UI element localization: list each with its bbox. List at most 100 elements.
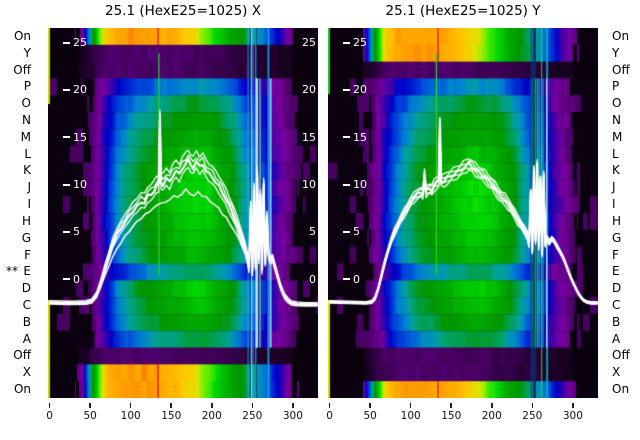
- row-label-right-14: E: [612, 264, 620, 279]
- row-label-right-16: C: [612, 298, 621, 312]
- ytick-label-left-p1-2: 15: [353, 130, 367, 144]
- panel-x-title: 25.1 (HexE25=1025) X: [104, 3, 261, 19]
- ytick-dash-left-p0-3: [63, 183, 70, 186]
- row-label-left-6: M: [20, 129, 31, 144]
- ytick-label-right-p0-5: 0: [309, 272, 316, 286]
- row-label-right-10: I: [612, 197, 616, 212]
- ytick-dash-left-p1-2: [343, 136, 350, 139]
- row-label-left-1: Y: [23, 45, 31, 60]
- xtick-dash-p1-1: [369, 403, 371, 408]
- xtick-label-p1-0: 0: [326, 410, 333, 422]
- ytick-dash-left-p0-2: [63, 136, 70, 139]
- row-label-left-15: D: [21, 281, 31, 296]
- row-label-left-12: G: [21, 230, 31, 245]
- panel-y-heatmap[interactable]: [328, 28, 598, 398]
- row-label-left-7: L: [24, 146, 31, 161]
- ytick-label-left-p0-3: 10: [73, 178, 87, 192]
- xtick-label-p1-4: 200: [481, 410, 502, 422]
- ytick-label-left-p1-0: 25: [353, 36, 367, 50]
- ytick-label-left-p0-5: 0: [73, 272, 80, 286]
- ytick-dash-left-p1-4: [343, 230, 350, 233]
- ytick-dash-left-p0-5: [63, 278, 70, 281]
- row-label-left-20: X: [22, 365, 31, 380]
- row-label-right-13: F: [612, 247, 619, 262]
- row-label-right-18: A: [612, 331, 621, 346]
- row-label-left-5: N: [22, 113, 31, 127]
- row-label-right-9: J: [612, 180, 616, 195]
- panel-x-heatmap[interactable]: [48, 28, 318, 398]
- row-label-left-16: C: [22, 298, 31, 312]
- row-label-right-12: G: [612, 230, 622, 245]
- ytick-dash-left-p1-5: [343, 278, 350, 281]
- xtick-label-p1-6: 300: [562, 410, 583, 422]
- row-label-right-17: B: [612, 314, 621, 329]
- xtick-label-p0-0: 0: [46, 410, 53, 422]
- row-label-left-19: Off: [13, 348, 31, 363]
- panel-y-title: 25.1 (HexE25=1025) Y: [385, 3, 541, 19]
- ytick-label-right-p0-1: 20: [302, 83, 316, 97]
- ytick-label-left-p1-5: 0: [353, 272, 360, 286]
- xtick-label-p0-2: 100: [120, 410, 141, 422]
- row-label-right-8: K: [612, 163, 620, 178]
- row-label-left-9: J: [27, 180, 31, 195]
- ytick-label-left-p0-0: 25: [73, 36, 87, 50]
- ytick-label-right-p0-3: 10: [302, 178, 316, 192]
- ytick-label-left-p0-4: 5: [73, 225, 80, 239]
- xtick-label-p0-5: 250: [242, 410, 263, 422]
- xtick-dash-p0-2: [129, 403, 132, 408]
- ytick-dash-left-p1-1: [343, 88, 350, 91]
- ytick-dash-left-p0-0: [63, 41, 70, 44]
- row-label-right-7: L: [612, 146, 619, 161]
- row-label-right-0: On: [612, 28, 630, 43]
- row-label-left-0: On: [13, 28, 31, 43]
- xtick-label-p1-2: 100: [400, 410, 421, 422]
- xtick-label-p1-5: 250: [522, 410, 543, 422]
- row-label-right-4: O: [612, 96, 622, 111]
- ytick-label-left-p0-2: 15: [73, 130, 87, 144]
- row-label-right-11: H: [612, 213, 622, 228]
- xtick-dash-p1-4: [491, 403, 493, 408]
- ytick-dash-left-p0-1: [63, 88, 70, 91]
- ytick-label-right-p0-0: 25: [302, 36, 316, 50]
- ytick-label-left-p1-3: 10: [353, 178, 367, 192]
- ytick-label-right-p0-2: 15: [302, 130, 316, 144]
- xtick-dash-p0-4: [211, 403, 213, 408]
- ytick-label-left-p1-4: 5: [353, 225, 360, 239]
- row-label-right-19: Off: [612, 348, 630, 363]
- row-label-left-14: E: [23, 264, 31, 279]
- row-label-left-18: A: [22, 331, 31, 346]
- ytick-label-left-p1-1: 20: [353, 83, 367, 97]
- row-label-left-2: Off: [13, 62, 31, 77]
- xtick-label-p0-6: 300: [282, 410, 303, 422]
- ytick-dash-left-p1-0: [343, 41, 350, 44]
- xtick-dash-p0-6: [292, 403, 294, 408]
- xtick-dash-p0-5: [251, 403, 254, 408]
- row-label-left-11: H: [21, 213, 31, 228]
- xtick-dash-p1-0: [328, 403, 331, 408]
- xtick-label-p0-3: 150: [161, 410, 182, 422]
- row-label-left-8: K: [23, 163, 31, 178]
- row-label-right-2: Off: [612, 62, 630, 77]
- row-label-left-17: B: [22, 314, 31, 329]
- xtick-dash-p0-1: [89, 403, 91, 408]
- row-label-left-3: P: [23, 79, 31, 94]
- row-label-right-1: Y: [612, 45, 620, 60]
- xtick-dash-p1-6: [572, 403, 574, 408]
- ytick-label-left-p0-1: 20: [73, 83, 87, 97]
- xtick-dash-p1-5: [531, 403, 534, 408]
- xtick-label-p0-4: 200: [201, 410, 222, 422]
- xtick-dash-p0-3: [170, 403, 172, 408]
- row-label-right-20: X: [612, 365, 621, 380]
- row-label-left-4: O: [21, 96, 31, 111]
- row-label-right-5: N: [612, 113, 621, 127]
- ytick-dash-left-p1-3: [343, 183, 350, 186]
- row-label-right-15: D: [612, 281, 622, 296]
- row-label-right-6: M: [612, 129, 623, 144]
- ytick-dash-left-p0-4: [63, 230, 70, 233]
- xtick-dash-p0-0: [48, 403, 51, 408]
- row-label-right-21: On: [612, 382, 630, 397]
- row-label-left-21: On: [13, 382, 31, 397]
- xtick-label-p1-3: 150: [441, 410, 462, 422]
- row-label-left-13: F: [24, 247, 31, 262]
